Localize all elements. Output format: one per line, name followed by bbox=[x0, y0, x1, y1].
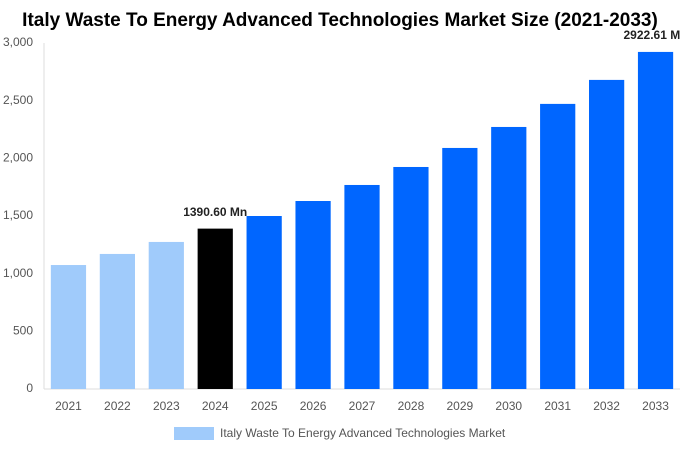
bar bbox=[295, 201, 331, 389]
chart-title: Italy Waste To Energy Advanced Technolog… bbox=[22, 10, 658, 31]
x-tick-label: 2024 bbox=[202, 399, 229, 413]
x-tick-label: 2026 bbox=[300, 399, 327, 413]
x-tick-label: 2022 bbox=[104, 399, 131, 413]
bar bbox=[344, 184, 380, 389]
bar bbox=[246, 216, 282, 389]
y-tick-label: 1,000 bbox=[3, 266, 33, 280]
x-tick-label: 2029 bbox=[446, 399, 473, 413]
bar bbox=[393, 166, 429, 389]
bar bbox=[99, 253, 135, 389]
x-tick-label: 2033 bbox=[642, 399, 669, 413]
bar bbox=[442, 147, 478, 389]
x-tick-label: 2021 bbox=[55, 399, 82, 413]
y-tick-label: 0 bbox=[26, 381, 33, 395]
bar bbox=[589, 79, 625, 389]
x-tick-label: 2023 bbox=[153, 399, 180, 413]
bar bbox=[540, 103, 576, 390]
bar bbox=[50, 265, 87, 389]
y-tick-label: 500 bbox=[13, 324, 33, 338]
y-tick-label: 2,000 bbox=[3, 151, 33, 165]
x-tick-label: 2030 bbox=[495, 399, 522, 413]
x-tick-label: 2032 bbox=[593, 399, 620, 413]
legend-swatch bbox=[174, 427, 214, 440]
legend-label: Italy Waste To Energy Advanced Technolog… bbox=[220, 426, 506, 440]
y-tick-label: 2,500 bbox=[3, 93, 33, 107]
x-tick-label: 2027 bbox=[349, 399, 376, 413]
bar bbox=[491, 126, 527, 389]
x-tick-label: 2028 bbox=[398, 399, 425, 413]
y-tick-label: 1,500 bbox=[3, 208, 33, 222]
bar bbox=[197, 228, 233, 389]
bar bbox=[637, 51, 674, 389]
x-tick-label: 2031 bbox=[544, 399, 571, 413]
data-label: 2922.61 Mn bbox=[624, 28, 680, 42]
x-tick-label: 2025 bbox=[251, 399, 278, 413]
bar bbox=[148, 241, 184, 389]
data-label: 1390.60 Mn bbox=[183, 205, 247, 219]
y-tick-label: 3,000 bbox=[3, 35, 33, 49]
